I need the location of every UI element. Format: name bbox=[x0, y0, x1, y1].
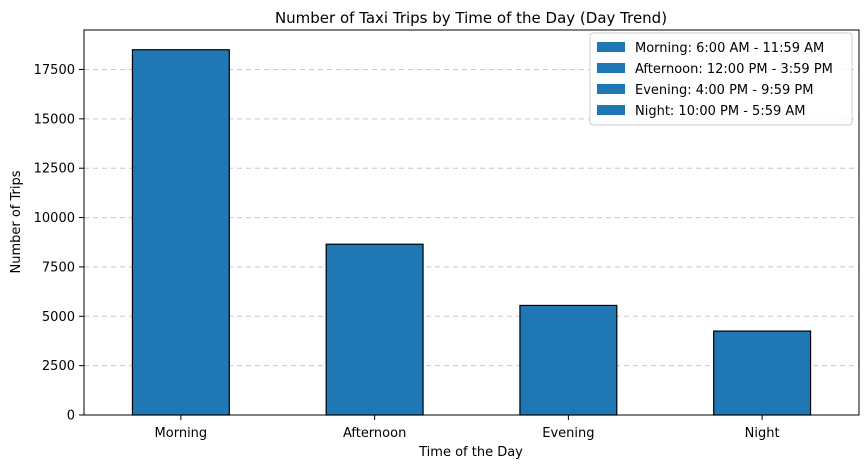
y-tick-label: 0 bbox=[67, 409, 75, 424]
plot-frame bbox=[83, 29, 860, 416]
bar-evening bbox=[519, 304, 618, 416]
bar-night bbox=[713, 330, 812, 416]
x-axis-ticks: Morning Afternoon Evening Night bbox=[155, 415, 780, 441]
chart-title: Number of Taxi Trips by Time of the Day … bbox=[275, 9, 667, 27]
y-axis-ticks: 0 2500 5000 7500 10000 12500 15000 17500 bbox=[34, 63, 84, 424]
legend-label: Afternoon: 12:00 PM - 3:59 PM bbox=[635, 62, 833, 77]
y-tick-label: 15000 bbox=[34, 112, 75, 127]
y-tick-label: 2500 bbox=[42, 359, 75, 374]
legend-swatch bbox=[597, 42, 625, 52]
legend-label: Evening: 4:00 PM - 9:59 PM bbox=[635, 83, 813, 98]
x-tick-label: Afternoon bbox=[343, 426, 406, 441]
x-tick-label: Night bbox=[745, 426, 780, 441]
legend-swatch bbox=[597, 84, 625, 94]
legend-swatch bbox=[597, 63, 625, 73]
y-tick-label: 17500 bbox=[34, 63, 75, 78]
bar-morning bbox=[131, 49, 230, 416]
legend-label: Morning: 6:00 AM - 11:59 AM bbox=[635, 41, 824, 56]
y-tick-label: 7500 bbox=[42, 260, 75, 275]
x-tick-label: Evening bbox=[542, 426, 594, 441]
legend-swatch bbox=[597, 105, 625, 115]
x-tick-label: Morning bbox=[155, 426, 208, 441]
legend-label: Night: 10:00 PM - 5:59 AM bbox=[635, 104, 805, 119]
legend: Morning: 6:00 AM - 11:59 AM Afternoon: 12… bbox=[589, 32, 853, 126]
y-tick-label: 5000 bbox=[42, 310, 75, 325]
bar-afternoon bbox=[325, 243, 424, 416]
y-axis-label: Number of Trips bbox=[9, 170, 24, 273]
y-tick-label: 12500 bbox=[34, 162, 75, 177]
legend-box bbox=[589, 32, 853, 126]
bars bbox=[131, 49, 812, 416]
y-tick-label: 10000 bbox=[34, 211, 75, 226]
x-axis-label: Time of the Day bbox=[418, 445, 523, 460]
